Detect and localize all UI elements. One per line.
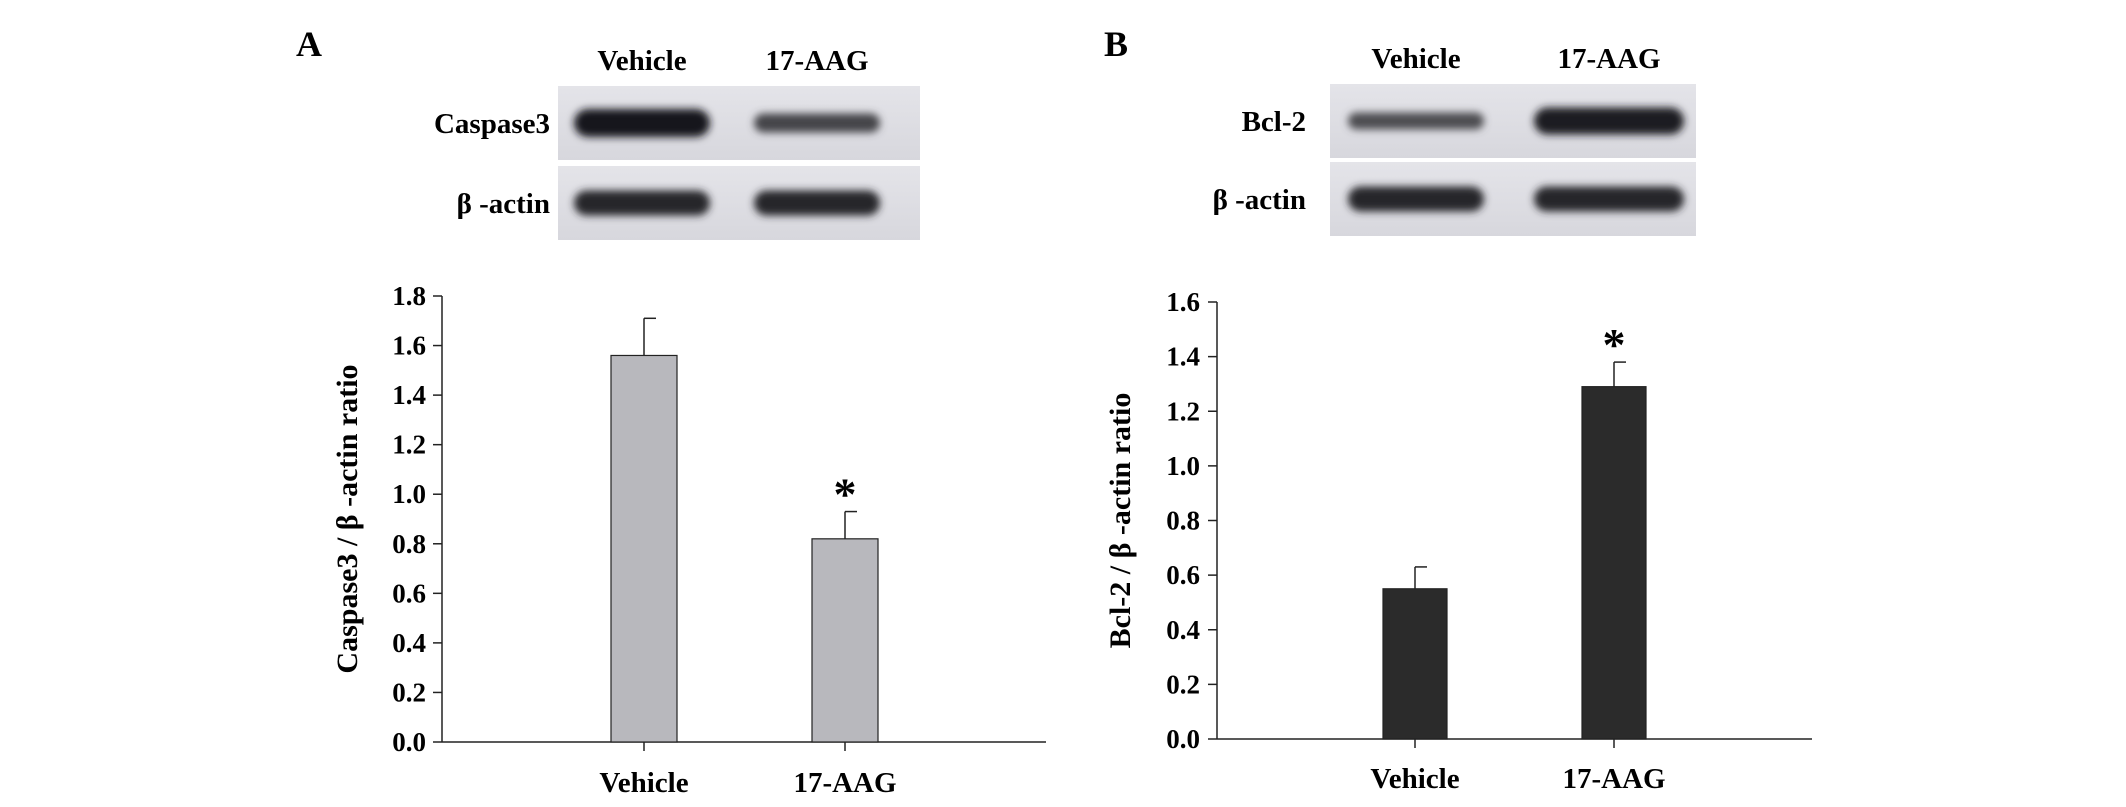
lane-label-1: 17-AAG <box>765 45 868 77</box>
x-tick-label: Vehicle <box>599 767 688 799</box>
panel-letter-b: B <box>1104 24 1128 64</box>
y-tick-label: 0.4 <box>392 628 426 658</box>
y-tick-label: 1.6 <box>1166 287 1200 317</box>
bar-1 <box>811 538 879 743</box>
y-tick-label: 0.6 <box>392 578 426 608</box>
y-axis-title: Caspase3 / β -actin ratio <box>331 364 364 673</box>
panel-letter-a: A <box>296 24 322 64</box>
y-tick-label: 0.2 <box>1166 669 1200 699</box>
bar-chart-b: 0.0 0.2 0.4 0.6 0.8 1.0 1.2 1.4 1.6 Vehicle 17-AAG… <box>1104 287 1812 795</box>
y-tick-label: 1.0 <box>1166 451 1200 481</box>
y-tick-label: 0.8 <box>392 529 426 559</box>
lane-label-0: Vehicle <box>1371 43 1460 75</box>
blot-band <box>1534 186 1684 212</box>
blot-band <box>1534 107 1684 135</box>
y-tick-label: 1.8 <box>392 281 426 311</box>
blot-band <box>754 190 880 216</box>
bar-0 <box>1382 588 1448 740</box>
blot-band <box>1348 112 1484 130</box>
blot-row-label-1: β -actin <box>1213 184 1306 216</box>
bar-chart-a: 0.0 0.2 0.4 0.6 0.8 1.0 1.2 1.4 1.6 1.8 Vehicle 17-… <box>331 281 1046 799</box>
lane-label-0: Vehicle <box>597 45 686 77</box>
blot-row-label-1: β -actin <box>457 188 550 220</box>
bar-1 <box>1581 386 1647 740</box>
blot-b: Vehicle 17-AAG Bcl-2 β -actin <box>1213 43 1696 236</box>
y-tick-label: 0.0 <box>392 727 426 757</box>
y-tick-label: 0.6 <box>1166 560 1200 590</box>
x-tick-label: 17-AAG <box>1562 763 1665 795</box>
significance-marker: * <box>1603 319 1626 370</box>
y-tick-label: 0.0 <box>1166 724 1200 754</box>
x-tick-label: Vehicle <box>1370 763 1459 795</box>
blot-a: Vehicle 17-AAG Caspase3 β -actin <box>434 45 920 240</box>
blot-band <box>754 113 880 133</box>
blot-band <box>1348 186 1484 212</box>
y-tick-label: 1.6 <box>392 331 426 361</box>
y-tick-label: 0.8 <box>1166 506 1200 536</box>
bar-0 <box>610 354 678 743</box>
y-tick-label: 0.4 <box>1166 615 1200 645</box>
y-tick-label: 1.2 <box>1166 396 1200 426</box>
significance-marker: * <box>834 469 857 520</box>
blot-band <box>574 190 710 216</box>
y-tick-label: 0.2 <box>392 677 426 707</box>
y-tick-label: 1.4 <box>392 380 426 410</box>
blot-row-label-0: Caspase3 <box>434 108 550 140</box>
blot-band <box>574 109 710 137</box>
y-tick-label: 1.4 <box>1166 342 1200 372</box>
lane-label-1: 17-AAG <box>1557 43 1660 75</box>
y-tick-label: 1.2 <box>392 430 426 460</box>
x-tick-label: 17-AAG <box>793 767 896 799</box>
y-axis-title: Bcl-2 / β -actin ratio <box>1104 393 1137 649</box>
blot-row-label-0: Bcl-2 <box>1242 106 1306 138</box>
y-tick-label: 1.0 <box>392 479 426 509</box>
